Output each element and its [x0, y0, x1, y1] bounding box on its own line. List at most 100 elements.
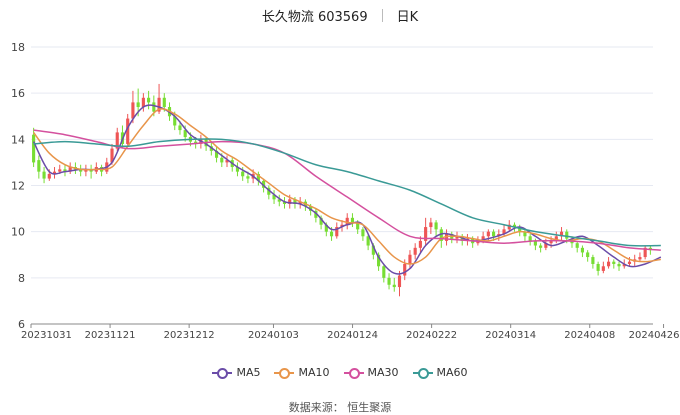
- legend-item-ma10[interactable]: MA10: [274, 366, 330, 379]
- candle-body: [162, 97, 166, 108]
- candle-body: [643, 247, 647, 258]
- candle-body: [627, 261, 632, 264]
- candle-body: [110, 148, 114, 163]
- candle-body: [47, 173, 51, 179]
- candle-body: [68, 167, 72, 172]
- candle-body: [539, 245, 543, 248]
- candle-body: [371, 245, 375, 255]
- candle-body: [256, 173, 260, 181]
- x-tick-label: 20231031: [21, 330, 72, 341]
- candle-body: [612, 261, 616, 264]
- x-axis: 20231031 20231121 20231212 20240103 20240124…: [21, 323, 680, 341]
- candle-body: [617, 263, 621, 267]
- candle-body: [235, 167, 240, 172]
- candle-body: [486, 231, 490, 237]
- candle-body: [220, 157, 224, 163]
- candle-body: [37, 160, 41, 172]
- candle-body: [638, 257, 642, 260]
- candle-body: [528, 236, 532, 241]
- ma-line-ma10: [33, 108, 661, 265]
- x-tick-label: 20240426: [629, 330, 680, 341]
- candle-body: [366, 236, 370, 246]
- legend-label-ma10: MA10: [298, 366, 330, 379]
- candle-body: [549, 240, 553, 244]
- ma30-swatch: [343, 367, 364, 379]
- candle-body: [382, 266, 386, 278]
- legend-item-ma5[interactable]: MA5: [212, 366, 260, 379]
- ma-line-ma30: [33, 129, 661, 251]
- candle-body: [79, 169, 83, 172]
- x-tick-label: 20240124: [327, 330, 378, 341]
- y-tick-label: 12: [11, 180, 25, 193]
- title-separator: [381, 8, 383, 22]
- candle-body: [157, 97, 161, 112]
- candle-body: [173, 116, 177, 126]
- candle-body: [591, 257, 595, 264]
- candle-body: [408, 254, 412, 264]
- candle-body: [115, 132, 119, 149]
- legend-item-ma30[interactable]: MA30: [343, 366, 399, 379]
- y-tick-label: 14: [11, 133, 25, 146]
- candle-body: [455, 236, 459, 239]
- candle-body: [523, 231, 527, 237]
- candle-body: [262, 180, 266, 188]
- candle-body: [178, 125, 182, 131]
- candle-body: [89, 169, 93, 172]
- legend: MA5 MA10 MA30 MA60: [0, 366, 680, 379]
- candle-body: [350, 217, 355, 223]
- grid-lines: [31, 46, 653, 325]
- candle-body: [492, 231, 496, 237]
- y-tick-label: 16: [11, 87, 25, 100]
- candle-body: [544, 243, 548, 248]
- candle-body: [502, 229, 506, 234]
- candle-body: [601, 266, 605, 271]
- legend-item-ma60[interactable]: MA60: [412, 366, 468, 379]
- candle-body: [277, 199, 281, 202]
- candle-body: [329, 231, 334, 237]
- candle-body: [335, 227, 339, 237]
- candle-body: [429, 222, 433, 228]
- candle-body: [42, 171, 46, 179]
- candle-body: [481, 236, 485, 241]
- candle-body: [565, 231, 569, 239]
- candle-body: [554, 236, 558, 241]
- candle-body: [444, 233, 449, 241]
- x-tick-label: 20231212: [164, 330, 215, 341]
- y-tick-label: 10: [11, 226, 25, 239]
- candle-body: [147, 97, 151, 103]
- ma-line-ma5: [32, 104, 662, 275]
- ma5-swatch: [212, 367, 233, 379]
- period-label: 日K: [396, 9, 419, 25]
- legend-label-ma5: MA5: [236, 366, 261, 379]
- candle-body: [152, 102, 156, 112]
- candle-body: [241, 171, 245, 177]
- candle-body: [32, 134, 36, 163]
- candle-body: [324, 224, 328, 232]
- candle-body: [434, 222, 438, 230]
- x-tick-label: 20231121: [85, 330, 136, 341]
- candle-body: [282, 201, 287, 204]
- candle-body: [533, 240, 537, 246]
- candle-body: [272, 194, 276, 200]
- ma-lines: [32, 104, 662, 275]
- ma-line-ma60: [33, 138, 661, 247]
- candle-body: [607, 261, 611, 267]
- ma60-swatch: [412, 367, 433, 379]
- data-source: 数据来源： 恒生聚源: [288, 401, 392, 414]
- candle-body: [58, 169, 62, 172]
- candle-body: [183, 130, 187, 138]
- candle-body: [314, 210, 318, 218]
- candle-body: [559, 231, 564, 237]
- x-tick-label: 20240222: [406, 330, 457, 341]
- ma10-swatch: [274, 367, 295, 379]
- candle-body: [507, 224, 511, 230]
- candle-body: [418, 240, 422, 248]
- candle-body: [225, 160, 229, 163]
- chart-title: 长久物流 603569 日K: [0, 4, 680, 26]
- candle-body: [392, 284, 396, 288]
- candle-body: [52, 171, 57, 174]
- candle-body: [345, 217, 349, 225]
- candle-body: [246, 176, 250, 179]
- candle-body: [518, 227, 522, 232]
